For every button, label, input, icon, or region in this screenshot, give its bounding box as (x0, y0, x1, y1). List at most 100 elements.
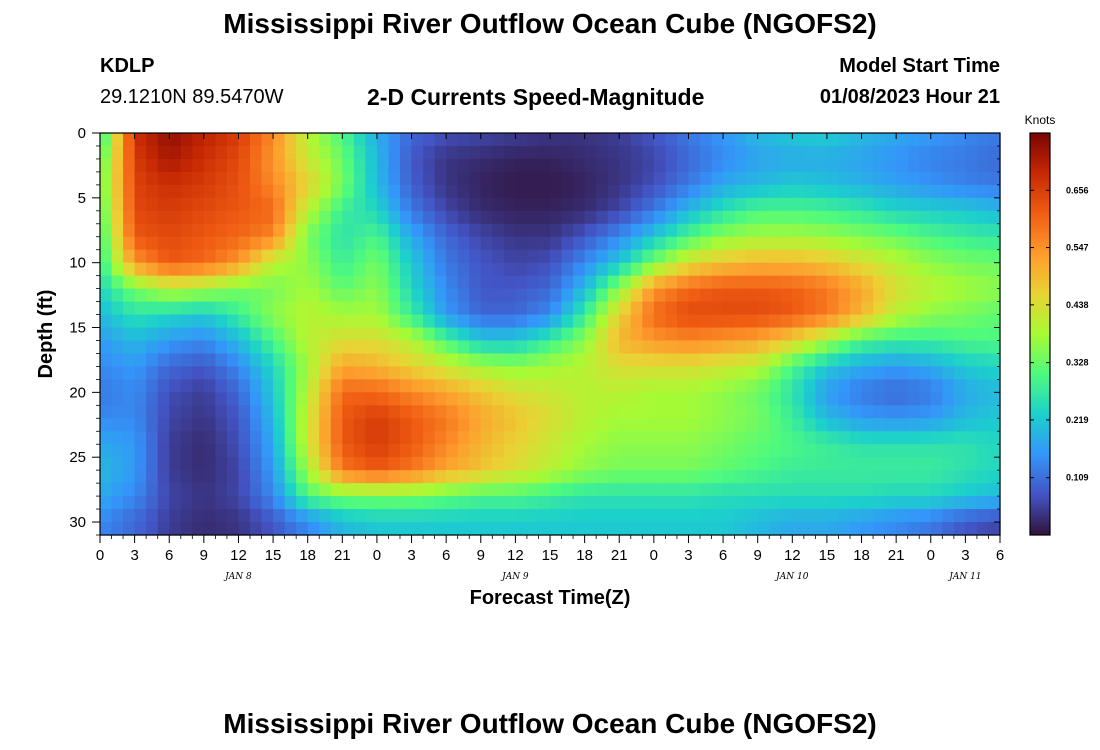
heatmap-cell (169, 275, 182, 290)
heatmap-cell (273, 158, 286, 173)
heatmap-cell (930, 340, 943, 355)
heatmap-cell (584, 340, 597, 355)
heatmap-cell (573, 249, 586, 264)
heatmap-cell (861, 457, 874, 471)
heatmap-cell (134, 301, 147, 316)
heatmap-cell (700, 288, 713, 303)
heatmap-cell (792, 249, 805, 264)
y-tick-label: 30 (69, 514, 86, 531)
heatmap-cell (157, 327, 170, 342)
heatmap-cell (953, 522, 966, 536)
heatmap-cell (676, 327, 690, 342)
heatmap-cell (757, 392, 770, 406)
heatmap-cell (965, 275, 978, 290)
heatmap-cell (388, 301, 401, 316)
heatmap-cell (769, 197, 782, 212)
heatmap-cell (342, 314, 355, 329)
heatmap-cell (388, 275, 401, 290)
heatmap-cell (146, 210, 159, 225)
heatmap-cell (665, 314, 678, 329)
heatmap-cell (180, 171, 193, 186)
heatmap-cell (526, 327, 540, 342)
heatmap-cell (134, 444, 147, 458)
heatmap-cell (296, 509, 309, 523)
heatmap-cell (538, 158, 551, 173)
heatmap-cell (757, 470, 770, 484)
heatmap-cell (757, 340, 770, 355)
heatmap-cell (596, 249, 609, 264)
heatmap-cell (434, 133, 447, 147)
heatmap-cell (884, 210, 897, 225)
heatmap-cell (780, 379, 793, 393)
heatmap-cell (169, 353, 182, 368)
heatmap-cell (226, 392, 240, 406)
heatmap-cell (492, 288, 505, 303)
heatmap-cell (584, 184, 597, 199)
heatmap-cell (250, 405, 263, 419)
heatmap-cell (988, 262, 1001, 277)
heatmap-cell (365, 288, 378, 303)
heatmap-cell (584, 314, 597, 329)
heatmap-cell (376, 197, 390, 212)
heatmap-cell (826, 145, 840, 160)
heatmap-cell (157, 301, 170, 316)
heatmap-cell (100, 431, 113, 445)
heatmap-cell (446, 262, 459, 277)
heatmap-cell (192, 262, 205, 277)
heatmap-cell (526, 366, 540, 380)
heatmap-cell (930, 379, 943, 393)
heatmap-cell (365, 184, 378, 199)
heatmap-cell (365, 457, 378, 471)
heatmap-cell (376, 483, 390, 497)
heatmap-cell (146, 262, 159, 277)
heatmap-cell (503, 379, 516, 393)
heatmap-cell (296, 171, 309, 186)
heatmap-cell (803, 444, 816, 458)
heatmap-cell (815, 392, 828, 406)
heatmap-cell (757, 522, 770, 536)
heatmap-cell (180, 509, 193, 523)
chart-subtitle: 2-D Currents Speed-Magnitude (367, 84, 705, 110)
heatmap-cell (803, 145, 816, 160)
heatmap-cell (238, 327, 251, 342)
heatmap-cell (746, 509, 759, 523)
heatmap-cell (423, 262, 436, 277)
heatmap-cell (676, 145, 690, 160)
heatmap-cell (388, 210, 401, 225)
heatmap-cell (746, 210, 759, 225)
heatmap-cell (700, 431, 713, 445)
heatmap-cell (330, 249, 343, 264)
heatmap-cell (111, 275, 124, 290)
heatmap-cell (111, 353, 124, 368)
heatmap-cell (515, 340, 528, 355)
heatmap-cell (976, 509, 990, 523)
heatmap-cell (803, 223, 816, 238)
heatmap-cell (826, 522, 840, 536)
heatmap-cell (538, 509, 551, 523)
heatmap-cell (619, 444, 632, 458)
heatmap-cell (861, 133, 874, 147)
heatmap-cell (850, 483, 863, 497)
heatmap-cell (907, 210, 920, 225)
heatmap-cell (780, 366, 793, 380)
heatmap-cell (700, 145, 713, 160)
heatmap-cell (215, 470, 228, 484)
heatmap-cell (203, 197, 216, 212)
heatmap-cell (780, 145, 793, 160)
heatmap-cell (457, 340, 470, 355)
heatmap-cell (330, 522, 343, 536)
heatmap-cell (261, 288, 274, 303)
heatmap-cell (861, 405, 874, 419)
heatmap-cell (953, 470, 966, 484)
heatmap-cell (711, 249, 724, 264)
heatmap-cell (526, 262, 540, 277)
heatmap-cell (815, 223, 828, 238)
heatmap-cell (803, 392, 816, 406)
heatmap-cell (711, 171, 724, 186)
heatmap-cell (665, 522, 678, 536)
heatmap-cell (769, 483, 782, 497)
heatmap-cell (769, 145, 782, 160)
heatmap-cell (538, 483, 551, 497)
heatmap-cell (515, 184, 528, 199)
heatmap-cell (642, 522, 655, 536)
